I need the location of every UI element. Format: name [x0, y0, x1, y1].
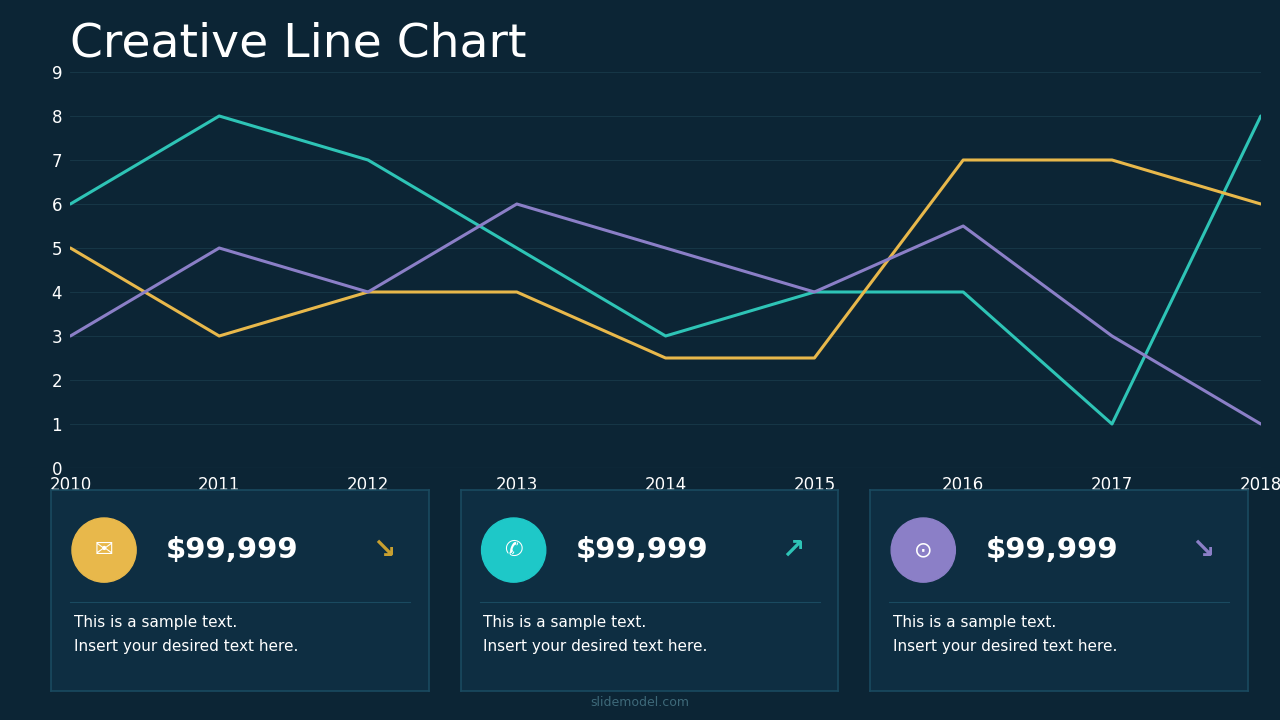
Text: $99,999: $99,999	[576, 536, 708, 564]
Text: Insert your desired text here.: Insert your desired text here.	[484, 639, 708, 654]
Text: This is a sample text.: This is a sample text.	[893, 615, 1056, 630]
Text: This is a sample text.: This is a sample text.	[484, 615, 646, 630]
Text: Creative Line Chart: Creative Line Chart	[70, 22, 527, 67]
Text: ↘: ↘	[1192, 536, 1215, 564]
Text: ✆: ✆	[504, 540, 524, 560]
Text: ↘: ↘	[372, 536, 396, 564]
Text: Insert your desired text here.: Insert your desired text here.	[893, 639, 1117, 654]
Ellipse shape	[72, 518, 136, 582]
Ellipse shape	[891, 518, 955, 582]
Text: ✉: ✉	[95, 540, 114, 560]
Text: ↗: ↗	[782, 536, 805, 564]
Text: ⊙: ⊙	[914, 540, 933, 560]
Ellipse shape	[481, 518, 545, 582]
Text: This is a sample text.: This is a sample text.	[74, 615, 237, 630]
Text: slidemodel.com: slidemodel.com	[590, 696, 690, 709]
Text: Insert your desired text here.: Insert your desired text here.	[74, 639, 298, 654]
Text: $99,999: $99,999	[166, 536, 298, 564]
Text: $99,999: $99,999	[986, 536, 1117, 564]
